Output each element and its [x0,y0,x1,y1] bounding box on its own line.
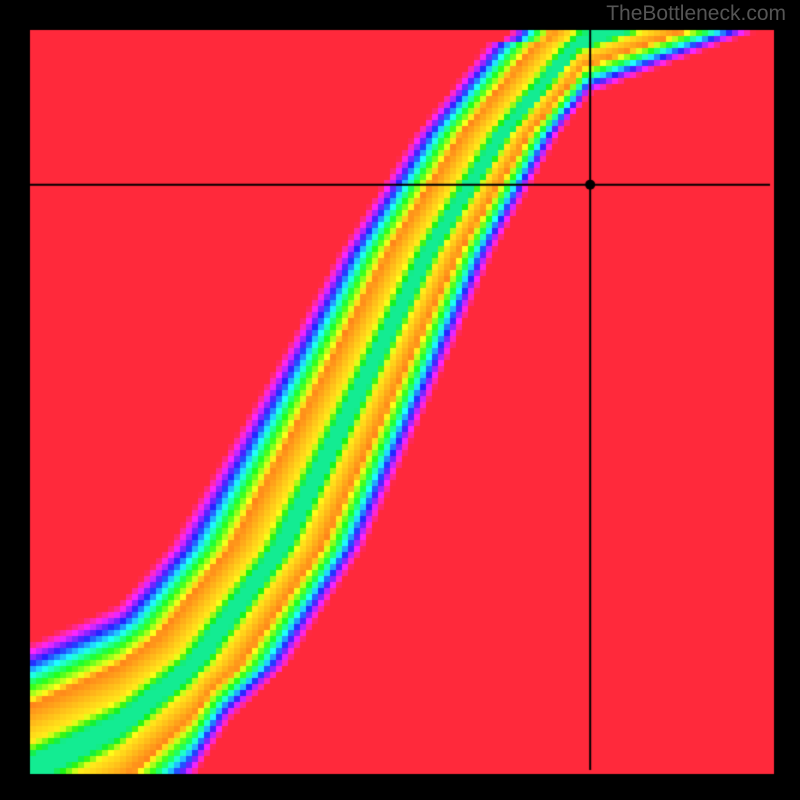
chart-container: TheBottleneck.com [0,0,800,800]
bottleneck-heatmap [0,0,800,800]
watermark-text: TheBottleneck.com [606,2,786,26]
